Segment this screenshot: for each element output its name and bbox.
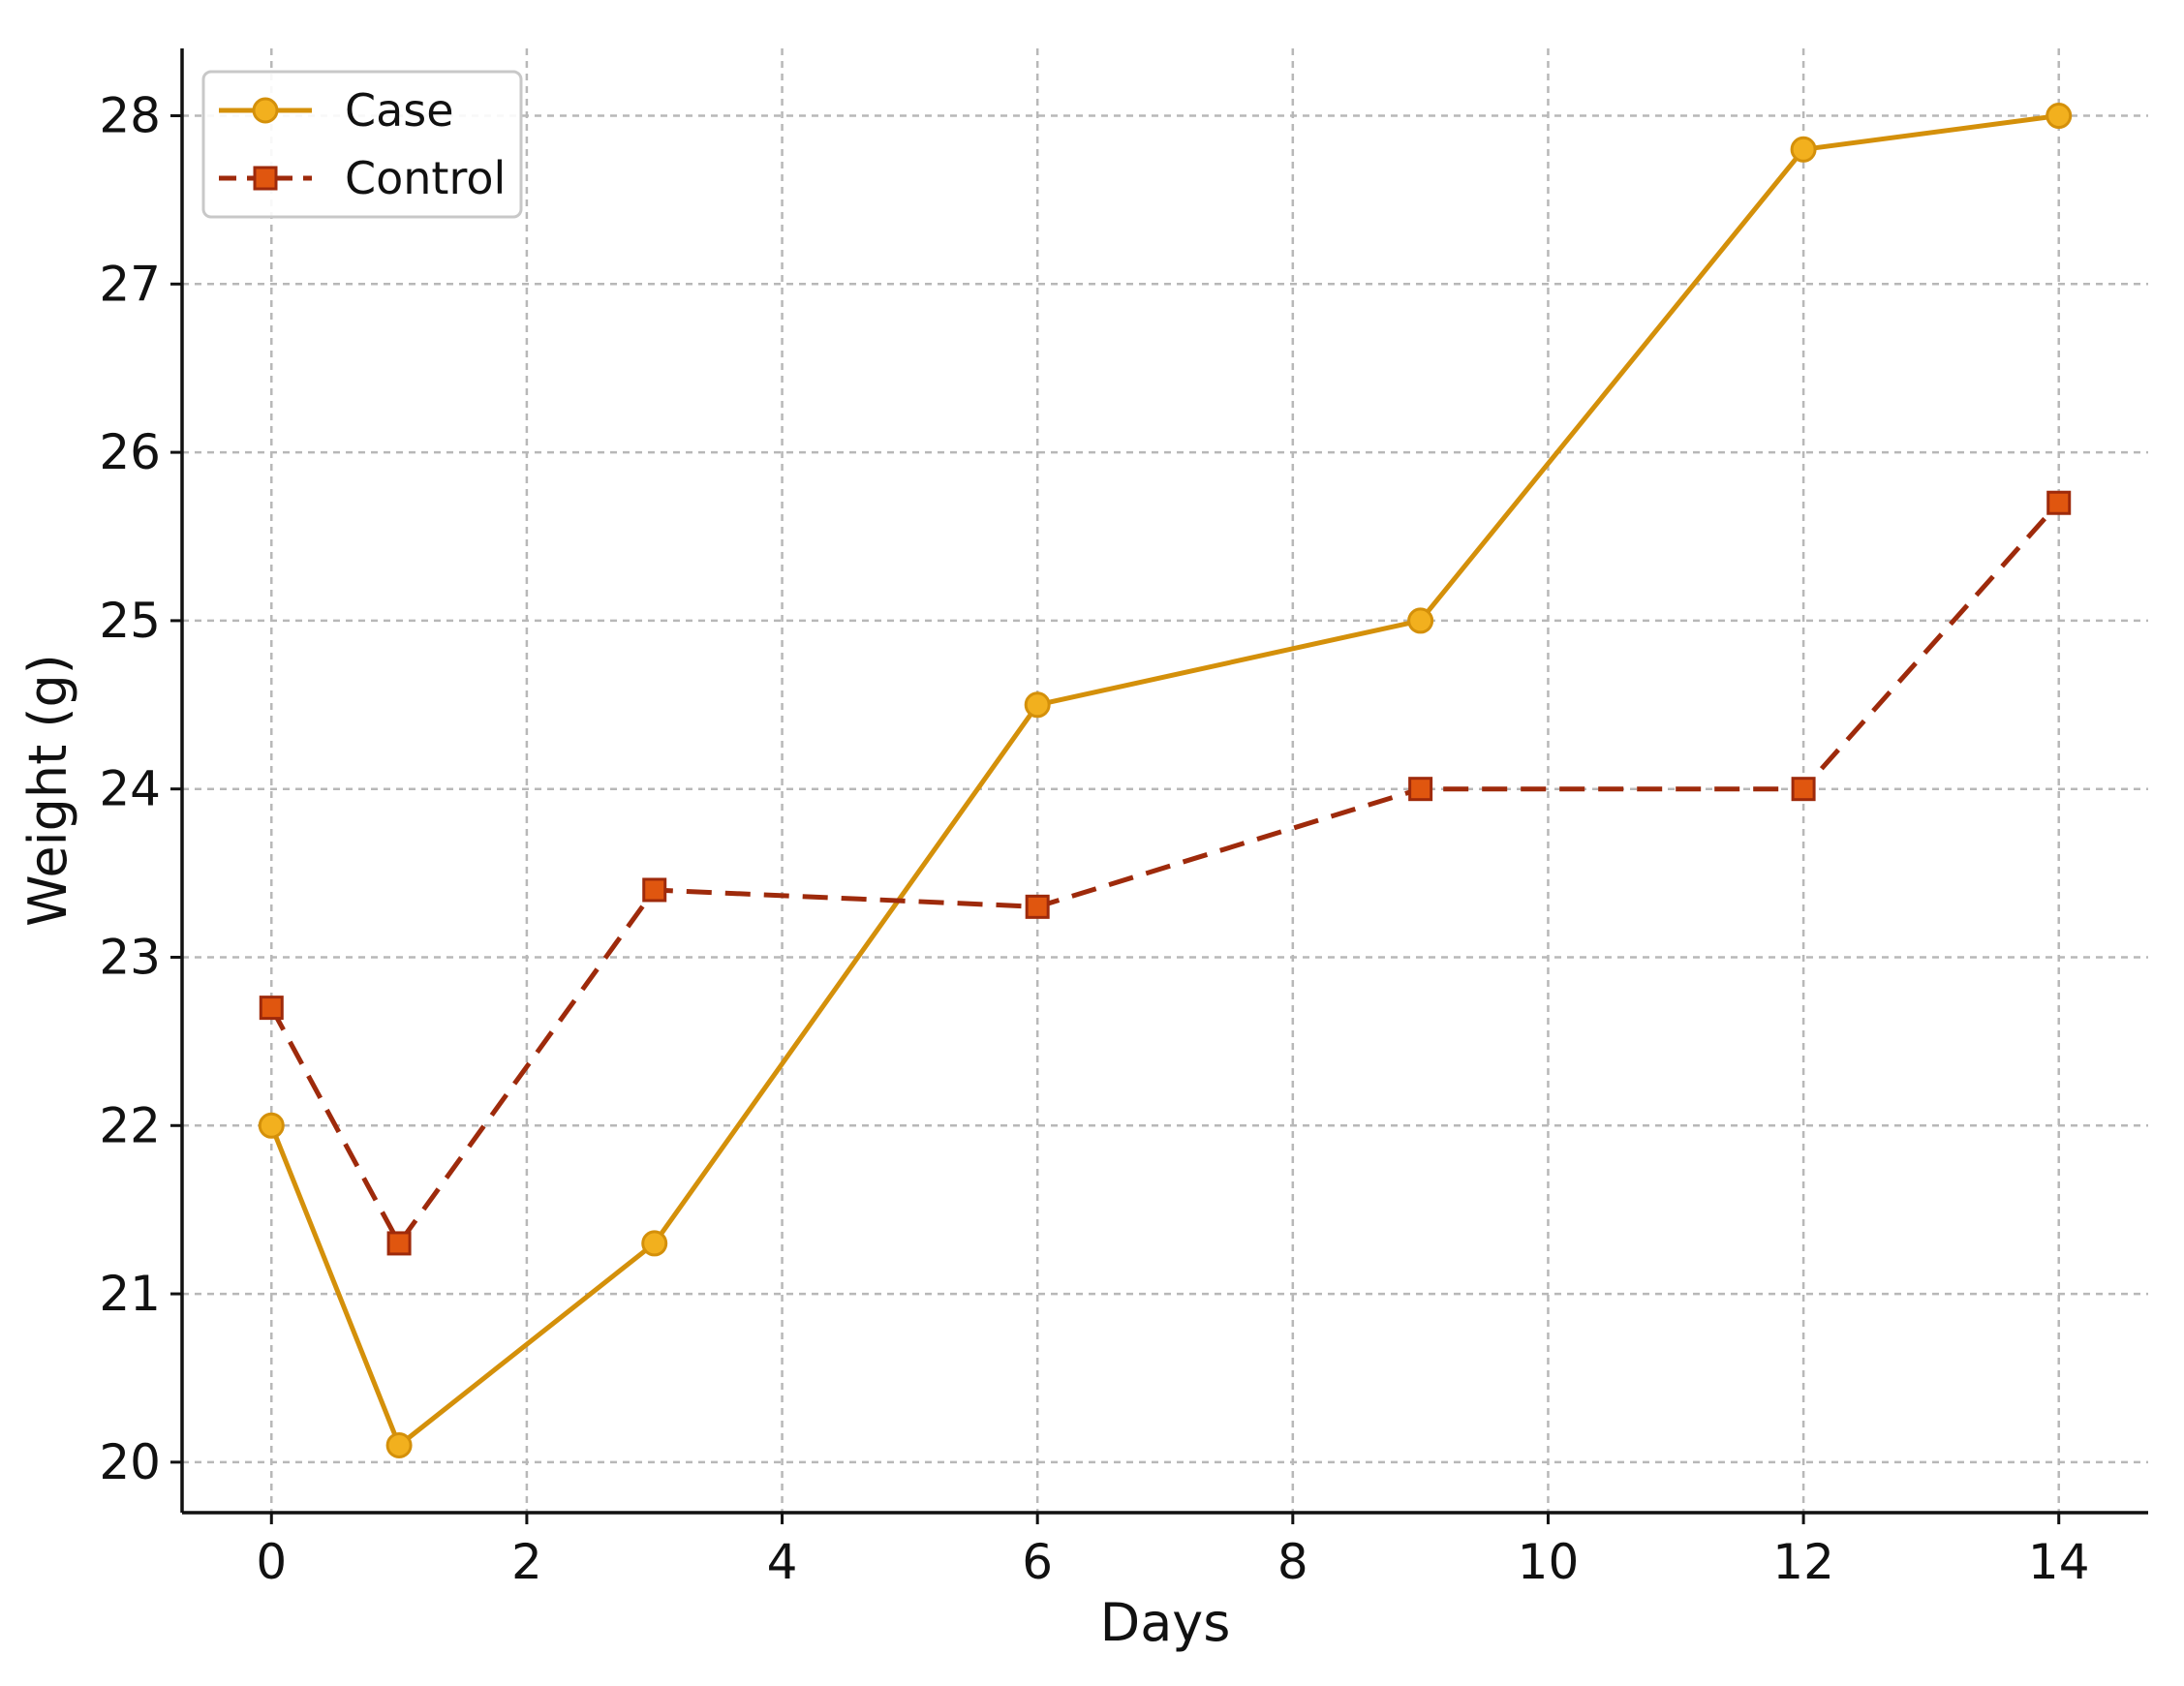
x-axis-label: Days: [1100, 1592, 1231, 1653]
legend-marker-control: [253, 166, 278, 191]
legend-label-case: Case: [345, 84, 454, 137]
x-tick-label-8: 8: [1277, 1534, 1308, 1590]
y-tick-label-20: 20: [99, 1434, 161, 1490]
y-tick-label-28: 28: [99, 88, 161, 144]
data-point-case-5: [1790, 136, 1817, 163]
y-tick-label-24: 24: [99, 761, 161, 817]
x-tick-label-14: 14: [2028, 1534, 2090, 1590]
y-tick-label-21: 21: [99, 1266, 161, 1322]
y-axis-label: Weight (g): [17, 654, 78, 927]
data-point-control-2: [642, 877, 667, 903]
x-tick-label-12: 12: [1772, 1534, 1834, 1590]
y-tick-label-22: 22: [99, 1097, 161, 1153]
data-point-case-4: [1407, 607, 1434, 634]
x-tick-label-4: 4: [767, 1534, 798, 1590]
x-tick-label-10: 10: [1518, 1534, 1580, 1590]
data-point-control-4: [1408, 777, 1433, 802]
data-point-case-0: [258, 1112, 285, 1139]
y-tick-label-23: 23: [99, 929, 161, 985]
y-tick-label-26: 26: [99, 424, 161, 480]
data-point-control-5: [1791, 777, 1816, 802]
data-point-control-0: [259, 996, 284, 1021]
data-point-case-3: [1024, 691, 1051, 719]
legend: Case Control: [201, 70, 523, 219]
data-point-case-1: [385, 1431, 413, 1458]
data-point-control-6: [2046, 490, 2072, 515]
grid: [182, 48, 2148, 1513]
y-tick-label-25: 25: [99, 593, 161, 649]
series-line-case: [268, 113, 2060, 1448]
legend-label-control: Control: [345, 152, 506, 204]
x-tick-label-6: 6: [1022, 1534, 1053, 1590]
x-tick-label-2: 2: [511, 1534, 542, 1590]
x-tick-label-0: 0: [256, 1534, 287, 1590]
series-line-control: [269, 501, 2061, 1246]
data-point-control-3: [1025, 894, 1050, 919]
legend-marker-case: [252, 97, 279, 124]
data-point-case-2: [641, 1230, 668, 1257]
series: [258, 103, 2073, 1458]
data-point-control-1: [386, 1231, 412, 1256]
data-point-case-6: [2046, 103, 2073, 130]
y-tick-label-27: 27: [99, 256, 161, 312]
